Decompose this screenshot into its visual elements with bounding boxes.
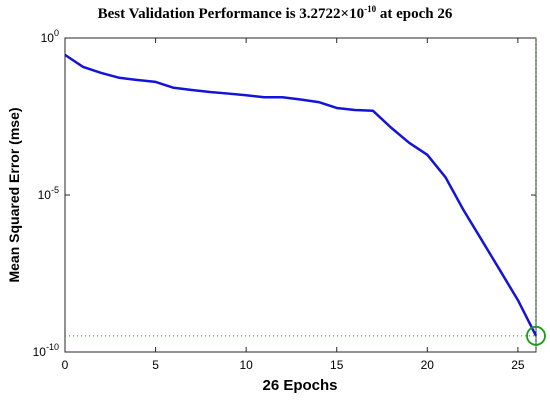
y-tick-exponent: 0 (54, 28, 59, 38)
line-series (64, 53, 538, 337)
y-tick-label: 10-10 (33, 342, 59, 359)
title-suffix: at epoch 26 (376, 6, 453, 22)
plot-area (64, 37, 537, 353)
chart-title: Best Validation Performance is 3.2722×10… (98, 4, 453, 22)
y-tick-base: 10 (41, 31, 55, 45)
title-text: Best Validation Performance is 3.2722×10 (98, 6, 364, 22)
y-tick-label: 100 (41, 28, 59, 45)
x-tick-label: 5 (152, 358, 159, 372)
y-axis-label: Mean Squared Error (mse) (6, 107, 22, 282)
y-tick-exponent: -10 (46, 342, 59, 352)
x-axis-label: 26 Epochs (262, 377, 337, 394)
title-exponent: -10 (364, 4, 376, 14)
x-tick-label: 25 (511, 358, 525, 372)
x-tick-label: 20 (421, 358, 435, 372)
best-marker (526, 325, 546, 346)
y-tick-label: 10-5 (38, 185, 59, 202)
y-tick-base: 10 (38, 188, 52, 202)
x-tick-label: 0 (62, 358, 69, 372)
y-tick-exponent: -5 (51, 185, 59, 195)
x-tick-label: 10 (239, 358, 253, 372)
y-tick-base: 10 (33, 345, 47, 359)
x-tick-label: 15 (330, 358, 344, 372)
